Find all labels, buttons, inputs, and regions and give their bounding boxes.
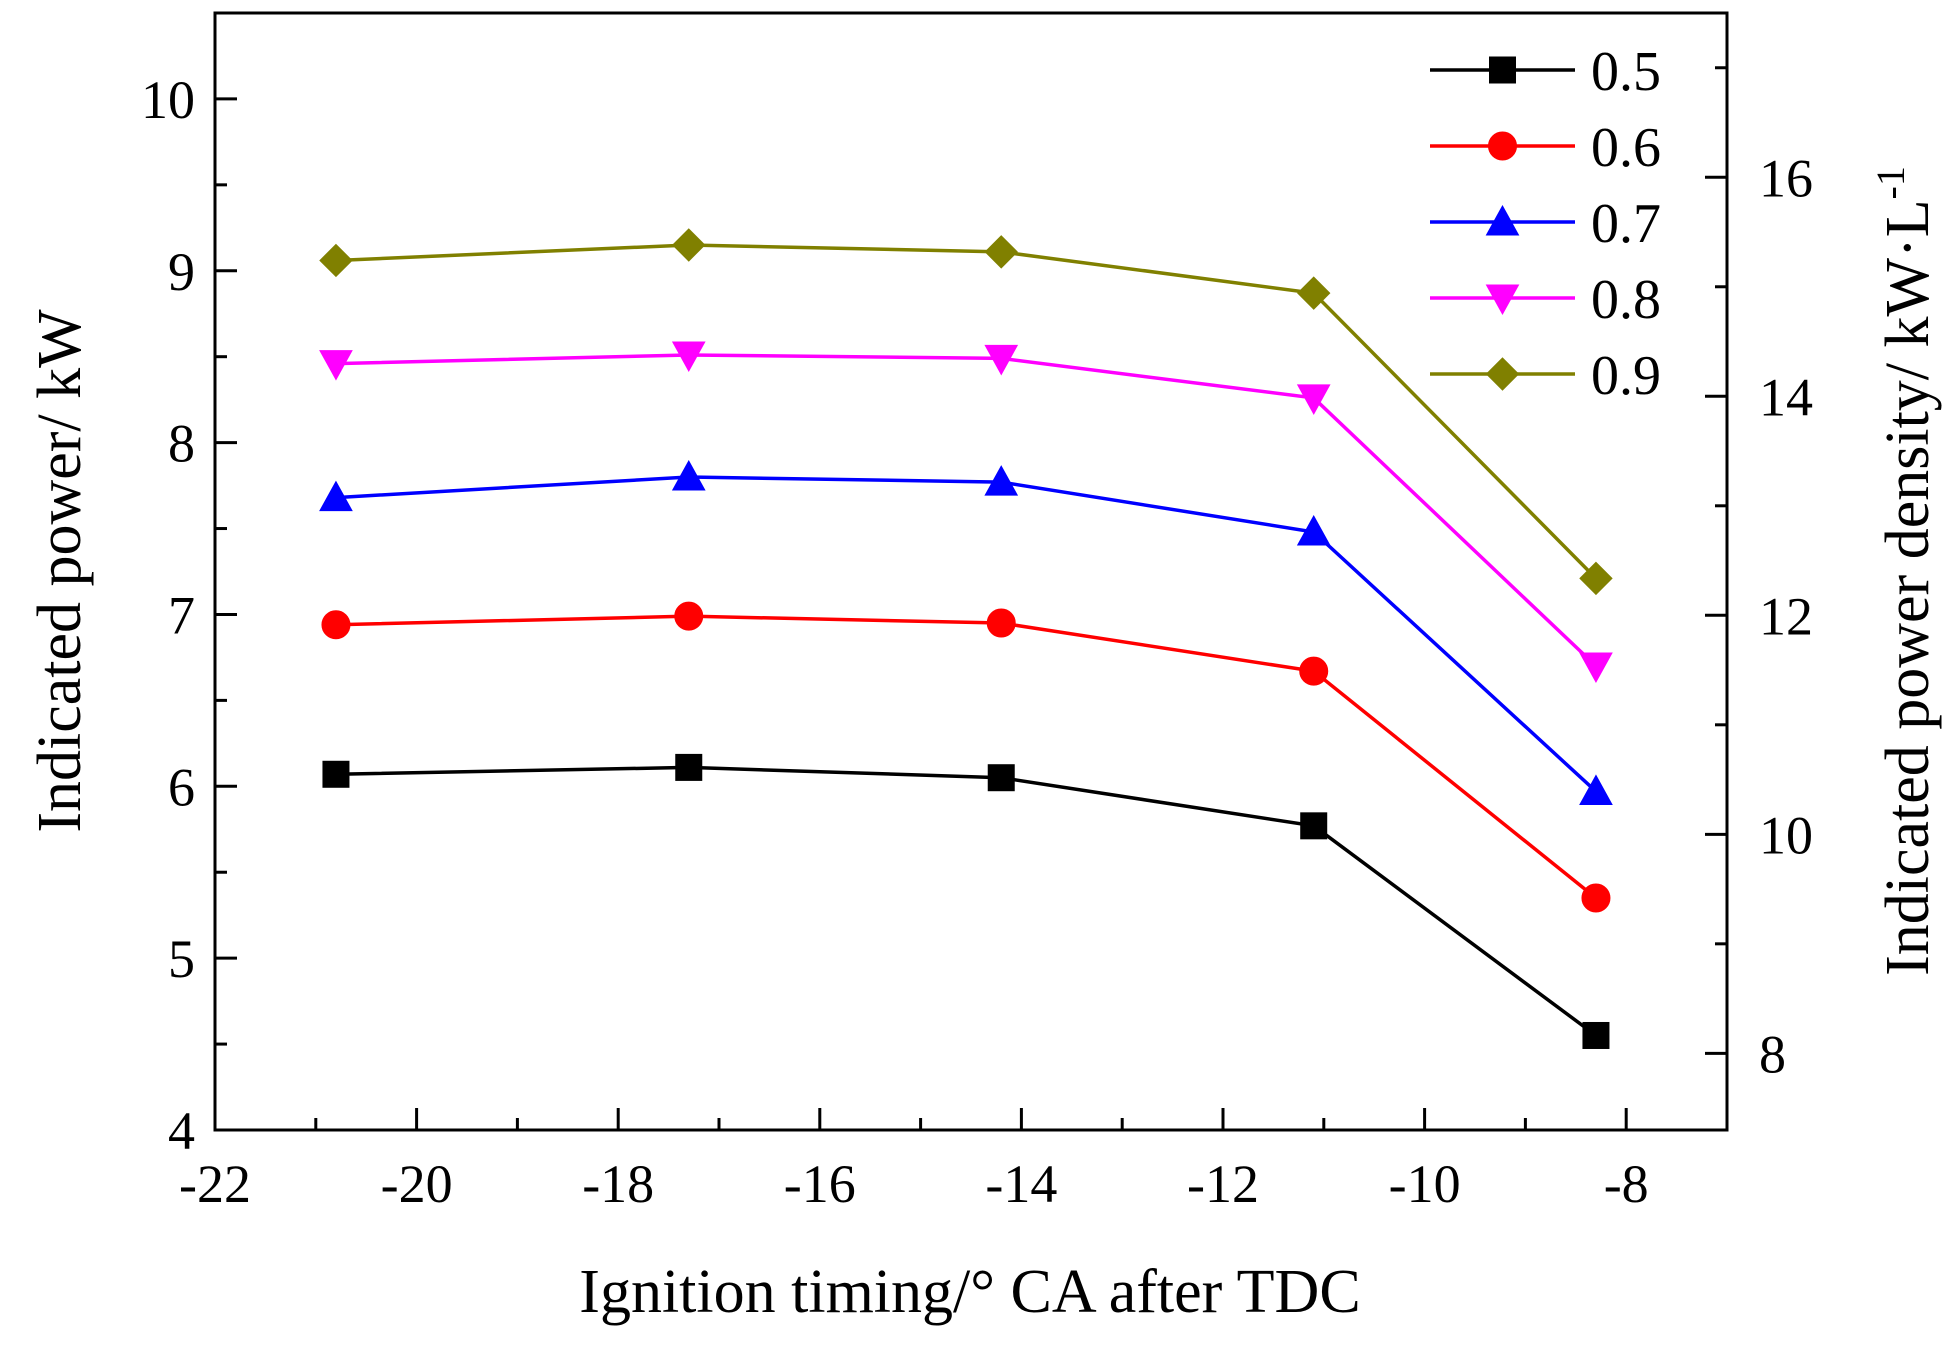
- data-point-0.7: [984, 465, 1019, 496]
- plot-frame: [213, 11, 1729, 1132]
- series-line-0.9: [335, 243, 1598, 580]
- x-tick-label: -22: [179, 1154, 251, 1214]
- series-markers: [319, 228, 1613, 1049]
- data-point-0.6: [986, 608, 1016, 638]
- data-point-0.7: [1579, 774, 1613, 805]
- data-point-0.5: [1582, 1021, 1610, 1049]
- y2-tick-label: 10: [1759, 805, 1813, 865]
- legend-marker-0.8: [1485, 284, 1520, 316]
- y2-axis-title-main: Indicated power density/ kW·L: [1874, 199, 1942, 975]
- legend-label: 0.7: [1591, 193, 1661, 255]
- left-axis-ticks: 4 5 6 7 8 9 10: [141, 70, 237, 1161]
- y2-axis-title: Indicated power density/ kW·L-1: [1868, 166, 1942, 976]
- data-point-0.5: [987, 764, 1015, 792]
- series-line-0.5: [335, 765, 1598, 1037]
- legend-marker-0.5: [1489, 56, 1516, 84]
- data-point-0.8: [319, 350, 353, 381]
- data-point-0.5: [675, 753, 703, 781]
- legend-marker-0.7: [1485, 204, 1520, 236]
- legend-label: 0.9: [1591, 345, 1661, 407]
- data-point-0.6: [1299, 656, 1329, 686]
- data-point-0.9: [319, 243, 353, 278]
- data-point-0.7: [319, 480, 353, 512]
- data-point-0.5: [1300, 812, 1328, 840]
- data-point-0.8: [1296, 384, 1331, 415]
- legend-label: 0.8: [1591, 269, 1661, 331]
- legend-marker-0.9: [1485, 357, 1520, 391]
- x-tick-label: -8: [1604, 1154, 1649, 1214]
- x-tick-label: -20: [381, 1154, 453, 1214]
- y-tick-label: 8: [168, 414, 195, 474]
- data-point-0.5: [322, 760, 350, 788]
- x-tick-label: -14: [985, 1154, 1057, 1214]
- x-tick-label: -10: [1389, 1154, 1461, 1214]
- data-point-0.7: [671, 459, 706, 491]
- data-point-0.9: [1297, 276, 1331, 310]
- right-axis-ticks: 8 10 12 14 16: [1705, 66, 1813, 1084]
- y-axis-title: Indicated power/ kW: [26, 309, 94, 833]
- x-tick-label: -16: [784, 1154, 856, 1214]
- x-tick-label: -12: [1187, 1154, 1259, 1214]
- series-lines: [335, 243, 1598, 1037]
- y2-tick-label: 14: [1759, 367, 1813, 427]
- x-axis-title: Ignition timing/° CA after TDC: [579, 1258, 1360, 1326]
- y-tick-label: 10: [141, 70, 195, 130]
- y-tick-label: 5: [168, 929, 195, 989]
- legend-label: 0.6: [1591, 117, 1661, 179]
- y-tick-label: 4: [168, 1101, 195, 1161]
- y2-tick-label: 8: [1759, 1024, 1786, 1084]
- legend-marker-0.6: [1488, 131, 1517, 161]
- legend-label: 0.5: [1591, 41, 1661, 103]
- data-point-0.9: [672, 228, 706, 262]
- y2-axis-title-superscript: -1: [1868, 166, 1913, 199]
- data-point-0.6: [674, 601, 704, 631]
- y2-tick-label: 16: [1759, 148, 1813, 208]
- data-point-0.9: [984, 235, 1018, 269]
- y-tick-label: 9: [168, 242, 195, 302]
- data-point-0.8: [1579, 652, 1613, 684]
- data-point-0.7: [1296, 514, 1331, 546]
- data-point-0.9: [1579, 561, 1613, 596]
- y-tick-label: 7: [168, 585, 195, 645]
- data-point-0.6: [321, 610, 351, 640]
- x-tick-label: -18: [582, 1154, 654, 1214]
- x-axis-ticks: -22 -20 -18 -16 -14 -12 -10 -8: [179, 1108, 1649, 1214]
- series-line-0.6: [335, 614, 1598, 900]
- data-point-0.8: [671, 341, 706, 373]
- legend: 0.5 0.6 0.7 0.8 0.9: [1430, 41, 1661, 407]
- data-point-0.8: [984, 344, 1019, 376]
- y-tick-label: 6: [168, 757, 195, 817]
- data-point-0.6: [1581, 883, 1611, 913]
- y2-tick-label: 12: [1759, 586, 1813, 646]
